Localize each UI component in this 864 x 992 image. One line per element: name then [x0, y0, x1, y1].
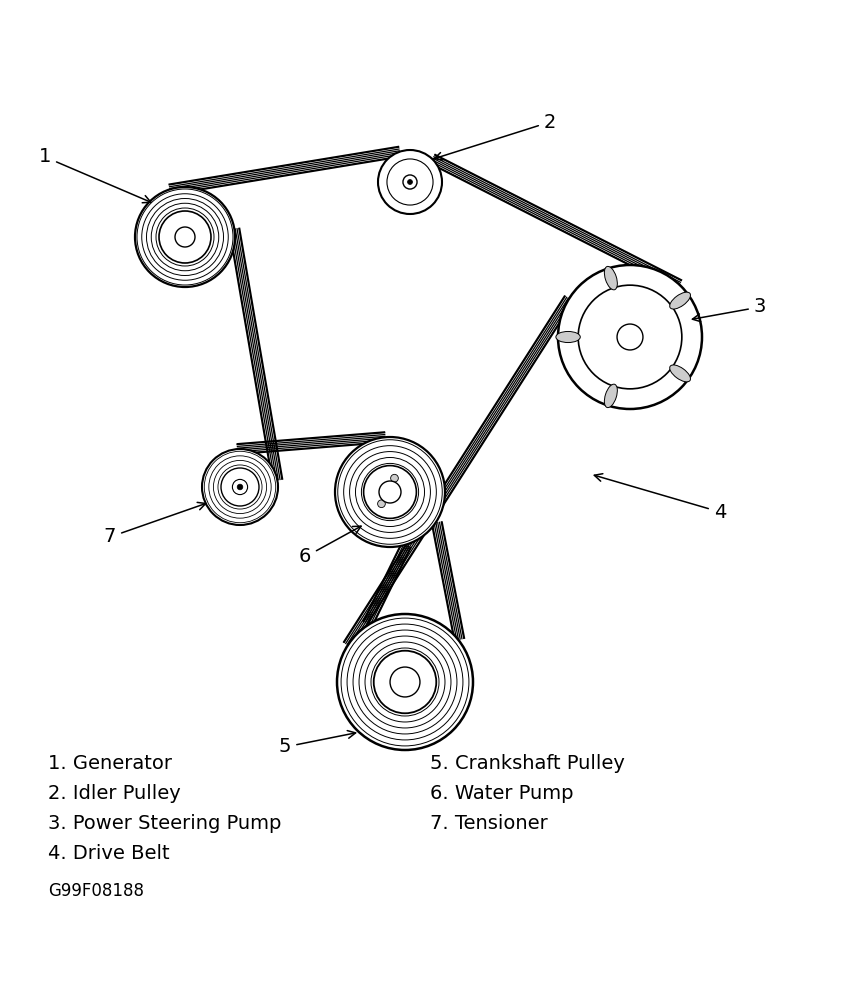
Text: 2. Idler Pulley: 2. Idler Pulley: [48, 784, 181, 803]
Text: 1. Generator: 1. Generator: [48, 754, 172, 773]
Circle shape: [175, 227, 195, 247]
Circle shape: [337, 614, 473, 750]
Circle shape: [232, 479, 248, 495]
Circle shape: [379, 481, 401, 503]
Ellipse shape: [556, 331, 581, 342]
Ellipse shape: [670, 365, 690, 382]
Circle shape: [374, 651, 436, 713]
Text: 4: 4: [594, 474, 726, 522]
Text: 3: 3: [692, 298, 766, 321]
Circle shape: [237, 484, 243, 490]
Text: G99F08188: G99F08188: [48, 882, 144, 900]
Circle shape: [408, 180, 412, 185]
Circle shape: [617, 324, 643, 350]
Circle shape: [558, 265, 702, 409]
Circle shape: [391, 474, 398, 482]
Ellipse shape: [605, 267, 618, 290]
Text: 7: 7: [104, 502, 206, 547]
Circle shape: [221, 468, 259, 506]
Text: 7. Tensioner: 7. Tensioner: [430, 814, 548, 833]
Circle shape: [390, 667, 420, 697]
Text: 2: 2: [435, 112, 556, 160]
Text: 5: 5: [279, 730, 356, 757]
Circle shape: [364, 465, 416, 519]
Circle shape: [403, 175, 417, 189]
Circle shape: [335, 437, 445, 547]
Circle shape: [578, 285, 682, 389]
Text: 3. Power Steering Pump: 3. Power Steering Pump: [48, 814, 282, 833]
Circle shape: [378, 500, 385, 508]
Text: 4. Drive Belt: 4. Drive Belt: [48, 844, 169, 863]
Text: 1: 1: [39, 148, 151, 202]
Text: 6: 6: [299, 526, 361, 566]
Ellipse shape: [605, 384, 618, 408]
Circle shape: [378, 150, 442, 214]
Ellipse shape: [670, 293, 690, 310]
Circle shape: [135, 187, 235, 287]
Text: 6. Water Pump: 6. Water Pump: [430, 784, 574, 803]
Circle shape: [202, 449, 278, 525]
Circle shape: [159, 211, 211, 263]
Text: 5. Crankshaft Pulley: 5. Crankshaft Pulley: [430, 754, 625, 773]
